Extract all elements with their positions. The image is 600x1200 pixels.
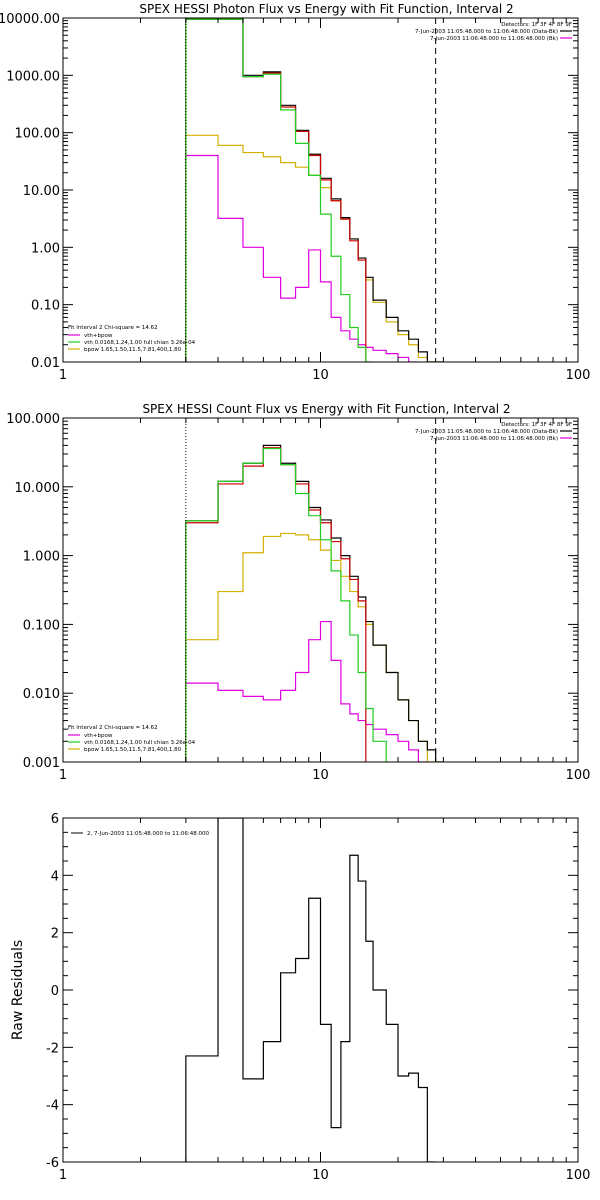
bk-interval-label: 7-Jun-2003 11:06:48.000 to 11:06:48.000 …: [430, 36, 558, 42]
x-tick-label: 1: [59, 768, 67, 783]
y-tick-label: 10000.00: [0, 12, 60, 27]
fit-chi-square-label: Fit Interval 2 Chi-square = 14.62: [68, 725, 158, 731]
y-tick-label: 0.100: [23, 618, 60, 633]
series-line-fit: [185, 154, 419, 362]
series-line-bk: [185, 447, 367, 762]
y-tick-label: 0: [51, 984, 59, 999]
series-line-bpow: [185, 134, 444, 362]
legend-entry-fit: vth+bpow: [84, 333, 113, 339]
legend-entry-fit: vth+bpow: [84, 733, 113, 739]
chart-title: SPEX HESSI Photon Flux vs Energy with Fi…: [139, 2, 513, 16]
data-interval-label: 7-Jun-2003 11:05:48.000 to 11:06:48.000 …: [415, 29, 558, 35]
y-tick-label: 10.000: [15, 481, 61, 496]
y-tick-label: 1000.00: [6, 69, 60, 84]
chart-panel-2: SPEX HESSI Count Flux vs Energy with Fit…: [6, 402, 590, 783]
y-tick-label: 2: [51, 927, 59, 942]
chart-panel-1: SPEX HESSI Photon Flux vs Energy with Fi…: [0, 2, 590, 383]
residuals-line: [185, 818, 436, 1162]
series-line-vth: [185, 447, 387, 762]
x-tick-label: 100: [566, 1168, 591, 1183]
x-tick-label: 100: [566, 768, 591, 783]
chart-title: SPEX HESSI Count Flux vs Energy with Fit…: [142, 402, 510, 416]
y-tick-label: 1.00: [31, 241, 60, 256]
series-line-data: [185, 444, 444, 762]
series-line-bpow: [185, 532, 444, 762]
plot-area: [185, 418, 444, 762]
chart-panel-3: 2, 7-Jun-2003 11:05:48.000 to 11:06:48.0…: [10, 812, 590, 1183]
bk-interval-label: 7-Jun-2003 11:06:48.000 to 11:06:48.000 …: [430, 436, 558, 442]
y-tick-label: 4: [51, 869, 59, 884]
data-interval-label: 7-Jun-2003 11:05:48.000 to 11:06:48.000 …: [415, 429, 558, 435]
x-tick-label: 10: [312, 768, 329, 783]
y-tick-label: 1.000: [23, 550, 60, 565]
plot-frame: [62, 417, 579, 763]
y-tick-label: 10.00: [23, 184, 60, 199]
detectors-label: Detectors: 1F 3F 4F 8F 9F: [501, 22, 572, 28]
series-line-bk: [185, 18, 367, 362]
fit-chi-square-label: Fit Interval 2 Chi-square = 14.62: [68, 325, 158, 331]
y-tick-label: 0.010: [23, 687, 60, 702]
y-tick-label: 100.00: [15, 127, 61, 142]
y-tick-label: 100.000: [6, 412, 60, 427]
x-tick-label: 100: [566, 368, 591, 383]
series-line-data: [185, 18, 444, 362]
y-axis-label: Raw Residuals: [10, 940, 26, 1040]
legend-entry-bpow: bpow 1.65,1.50,11.5,7.81,400,1.80: [84, 747, 182, 753]
plot-area: [185, 818, 436, 1162]
legend-entry-vth: vth 0.0168,1.24,1.00 full chian 3.26e-04: [84, 740, 196, 746]
plot-area: [185, 18, 444, 362]
residual-legend-label: 2, 7-Jun-2003 11:05:48.000 to 11:06:48.0…: [87, 831, 210, 837]
series-line-vth: [185, 18, 374, 362]
legend-entry-vth: vth 0.0168,1.24,1.00 full chian 3.26e-04: [84, 340, 196, 346]
y-tick-label: 0.01: [31, 356, 60, 371]
y-tick-label: 6: [51, 812, 59, 827]
y-tick-label: -4: [46, 1099, 59, 1114]
x-tick-label: 10: [312, 368, 329, 383]
x-tick-label: 1: [59, 368, 67, 383]
x-tick-label: 1: [59, 1168, 67, 1183]
detectors-label: Detectors: 1F 3F 4F 8F 9F: [501, 422, 572, 428]
y-tick-label: 0.001: [23, 756, 60, 771]
y-tick-label: -2: [46, 1041, 59, 1056]
y-tick-label: 0.10: [31, 299, 60, 314]
legend-entry-bpow: bpow 1.65,1.50,11.5,7.81,400,1.80: [84, 347, 182, 353]
y-tick-label: -6: [46, 1156, 59, 1171]
series-line-fit: [185, 620, 428, 762]
x-tick-label: 10: [312, 1168, 329, 1183]
